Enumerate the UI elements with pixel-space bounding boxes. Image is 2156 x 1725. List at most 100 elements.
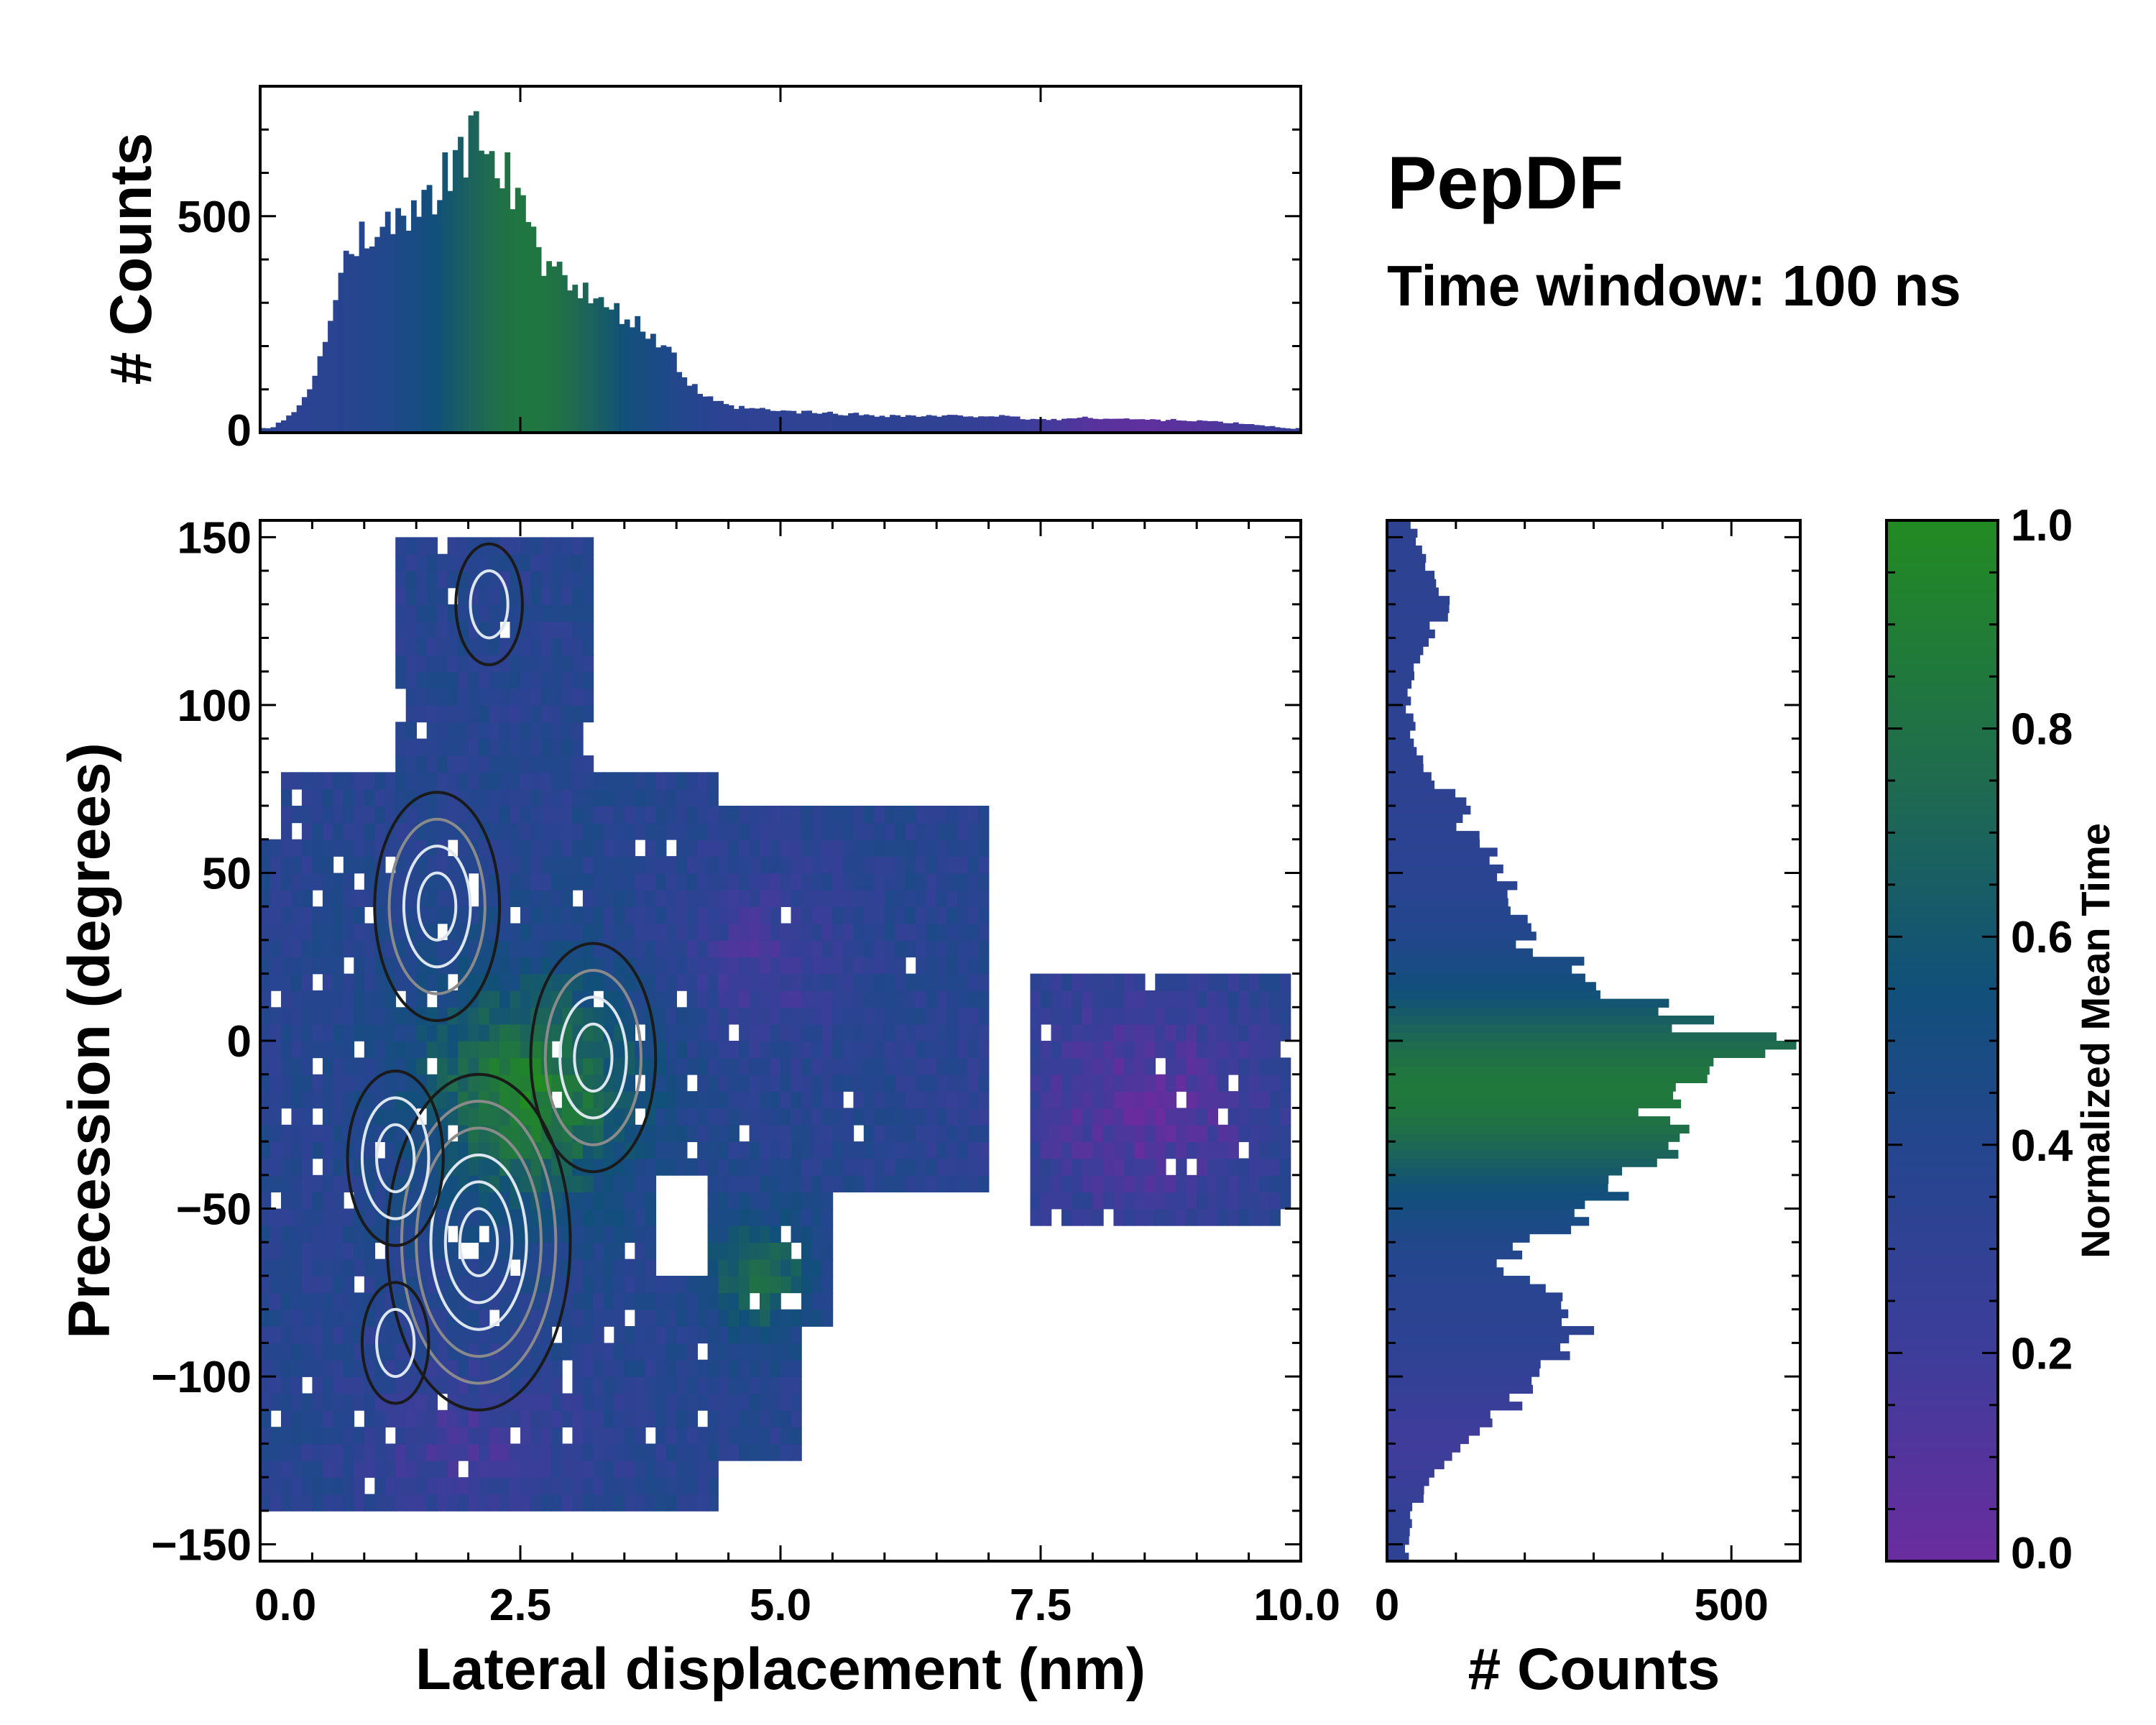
- heatmap-cell-209: [312, 1427, 323, 1445]
- heatmap-cell-1989: [686, 1108, 698, 1126]
- heatmap-cell-1469: [561, 923, 573, 941]
- heatmap-cell-2126: [718, 822, 729, 840]
- heatmap-cell-2816: [978, 990, 990, 1008]
- heatmap-cell-2017: [697, 1326, 709, 1344]
- heatmap-cell-1855: [645, 856, 657, 874]
- heatmap-cell-2798: [967, 906, 979, 924]
- heatmap-cell-3129: [1238, 1007, 1250, 1025]
- heatmap-cell-2504: [832, 873, 844, 891]
- top-histogram-bar-34: [437, 200, 443, 433]
- heatmap-cell-1429: [551, 671, 563, 689]
- heatmap-cell-1099: [499, 1460, 511, 1478]
- heatmap-cell-955: [468, 1024, 479, 1041]
- top-histogram-bar-41: [473, 111, 479, 433]
- heatmap-cell-2151: [728, 1057, 740, 1075]
- heatmap-cell-696: [416, 738, 428, 756]
- heatmap-cell-67: [270, 1007, 282, 1025]
- heatmap-cell-1433: [551, 604, 563, 622]
- heatmap-cell-148: [291, 1024, 303, 1041]
- heatmap-cell-2996: [1144, 1108, 1156, 1126]
- heatmap-cell-413: [364, 1494, 376, 1512]
- top-histogram-bar-171: [1150, 419, 1156, 433]
- top-histogram-bar-123: [900, 417, 906, 433]
- heatmap-cell-918: [458, 688, 469, 706]
- heatmap-cell-430: [364, 1192, 376, 1210]
- heatmap-cell-450: [364, 839, 376, 857]
- heatmap-cell-1110: [499, 1276, 511, 1294]
- heatmap-cell-1406: [551, 1074, 563, 1092]
- heatmap-cell-1148: [499, 638, 511, 656]
- heatmap-cell-1256: [520, 704, 532, 723]
- heatmap-cell-2871: [1061, 1208, 1073, 1226]
- right-histogram-bar-24: [1387, 1351, 1570, 1361]
- top-histogram-bar-96: [760, 408, 765, 433]
- heatmap-cell-1895: [655, 822, 667, 840]
- heatmap-cell-2471: [821, 1041, 834, 1059]
- heatmap-cell-405: [354, 906, 365, 924]
- heatmap-cell-2777: [957, 873, 969, 891]
- heatmap-cell-12: [260, 1292, 272, 1310]
- heatmap-cell-1056: [489, 1208, 500, 1226]
- heatmap-cell-115: [281, 839, 292, 857]
- heatmap-cell-2598: [874, 806, 885, 824]
- heatmap-cell-1118: [499, 1141, 511, 1159]
- heatmap-cell-1552: [582, 1460, 594, 1478]
- heatmap-cell-1128: [499, 973, 511, 991]
- right-histogram-bar-18: [1387, 1402, 1523, 1411]
- heatmap-cell-2093: [718, 1376, 729, 1394]
- heatmap-cell-2066: [707, 1141, 719, 1159]
- heatmap-cell-27: [260, 1041, 272, 1059]
- heatmap-cell-2637: [895, 923, 906, 941]
- heatmap-cell-2692: [926, 1141, 937, 1159]
- heatmap-cell-1028: [479, 722, 490, 740]
- heatmap-cell-453: [364, 788, 376, 806]
- heatmap-cell-1889: [655, 923, 667, 941]
- heatmap-cell-63: [270, 1074, 282, 1092]
- heatmap-cell-2502: [832, 906, 844, 924]
- heatmap-cell-257: [322, 1276, 334, 1294]
- heatmap-cell-1186: [510, 923, 521, 941]
- heatmap-cell-2956: [1113, 1024, 1125, 1041]
- top-histogram-bar-31: [421, 190, 428, 433]
- top-histogram-bar-36: [447, 190, 453, 433]
- heatmap-cell-1183: [510, 973, 521, 991]
- heatmap-cell-1365: [541, 822, 553, 840]
- heatmap-cell-2701: [926, 990, 937, 1008]
- heatmap-cell-2450: [811, 873, 823, 891]
- heatmap-cell-150: [291, 990, 303, 1008]
- heatmap-cell-1237: [520, 1024, 532, 1041]
- heatmap-cell-2120: [718, 923, 729, 941]
- heatmap-cell-1527: [572, 923, 584, 941]
- heatmap-cell-2073: [707, 1024, 719, 1041]
- heatmap-cell-1252: [520, 772, 532, 790]
- heatmap-cell-361: [343, 973, 355, 991]
- heatmap-cell-2104: [718, 1192, 729, 1210]
- heatmap-cell-1550: [582, 1494, 594, 1512]
- heatmap-cell-2335: [780, 1158, 792, 1176]
- heatmap-cell-1829: [645, 1292, 657, 1310]
- heatmap-cell-2076: [707, 973, 719, 991]
- heatmap-cell-3110: [1227, 1108, 1239, 1126]
- heatmap-cell-2144: [728, 1174, 740, 1192]
- right-histogram-bar-106: [1387, 663, 1414, 672]
- heatmap-cell-542: [395, 1443, 407, 1461]
- heatmap-cell-2247: [760, 1359, 771, 1377]
- heatmap-cell-2429: [811, 1225, 823, 1243]
- top-histogram-bar-190: [1248, 424, 1255, 433]
- heatmap-cell-2729: [936, 906, 948, 924]
- heatmap-cell-1434: [551, 587, 563, 605]
- heatmap-cell-2735: [936, 806, 948, 824]
- heatmap-cell-2025: [697, 1091, 709, 1109]
- heatmap-cell-853: [447, 873, 459, 891]
- heatmap-cell-1316: [530, 671, 542, 689]
- heatmap-cell-379: [354, 1376, 365, 1394]
- heatmap-cell-2014: [697, 1393, 709, 1411]
- heatmap-cell-1864: [655, 1443, 667, 1461]
- heatmap-cell-2108: [718, 1124, 729, 1142]
- heatmap-cell-1610: [593, 1427, 604, 1445]
- heatmap-cell-217: [312, 1292, 323, 1310]
- top-histogram-bar-179: [1192, 421, 1197, 433]
- heatmap-cell-2761: [957, 1141, 969, 1159]
- heatmap-cell-1181: [510, 1007, 521, 1025]
- heatmap-cell-62: [270, 1091, 282, 1109]
